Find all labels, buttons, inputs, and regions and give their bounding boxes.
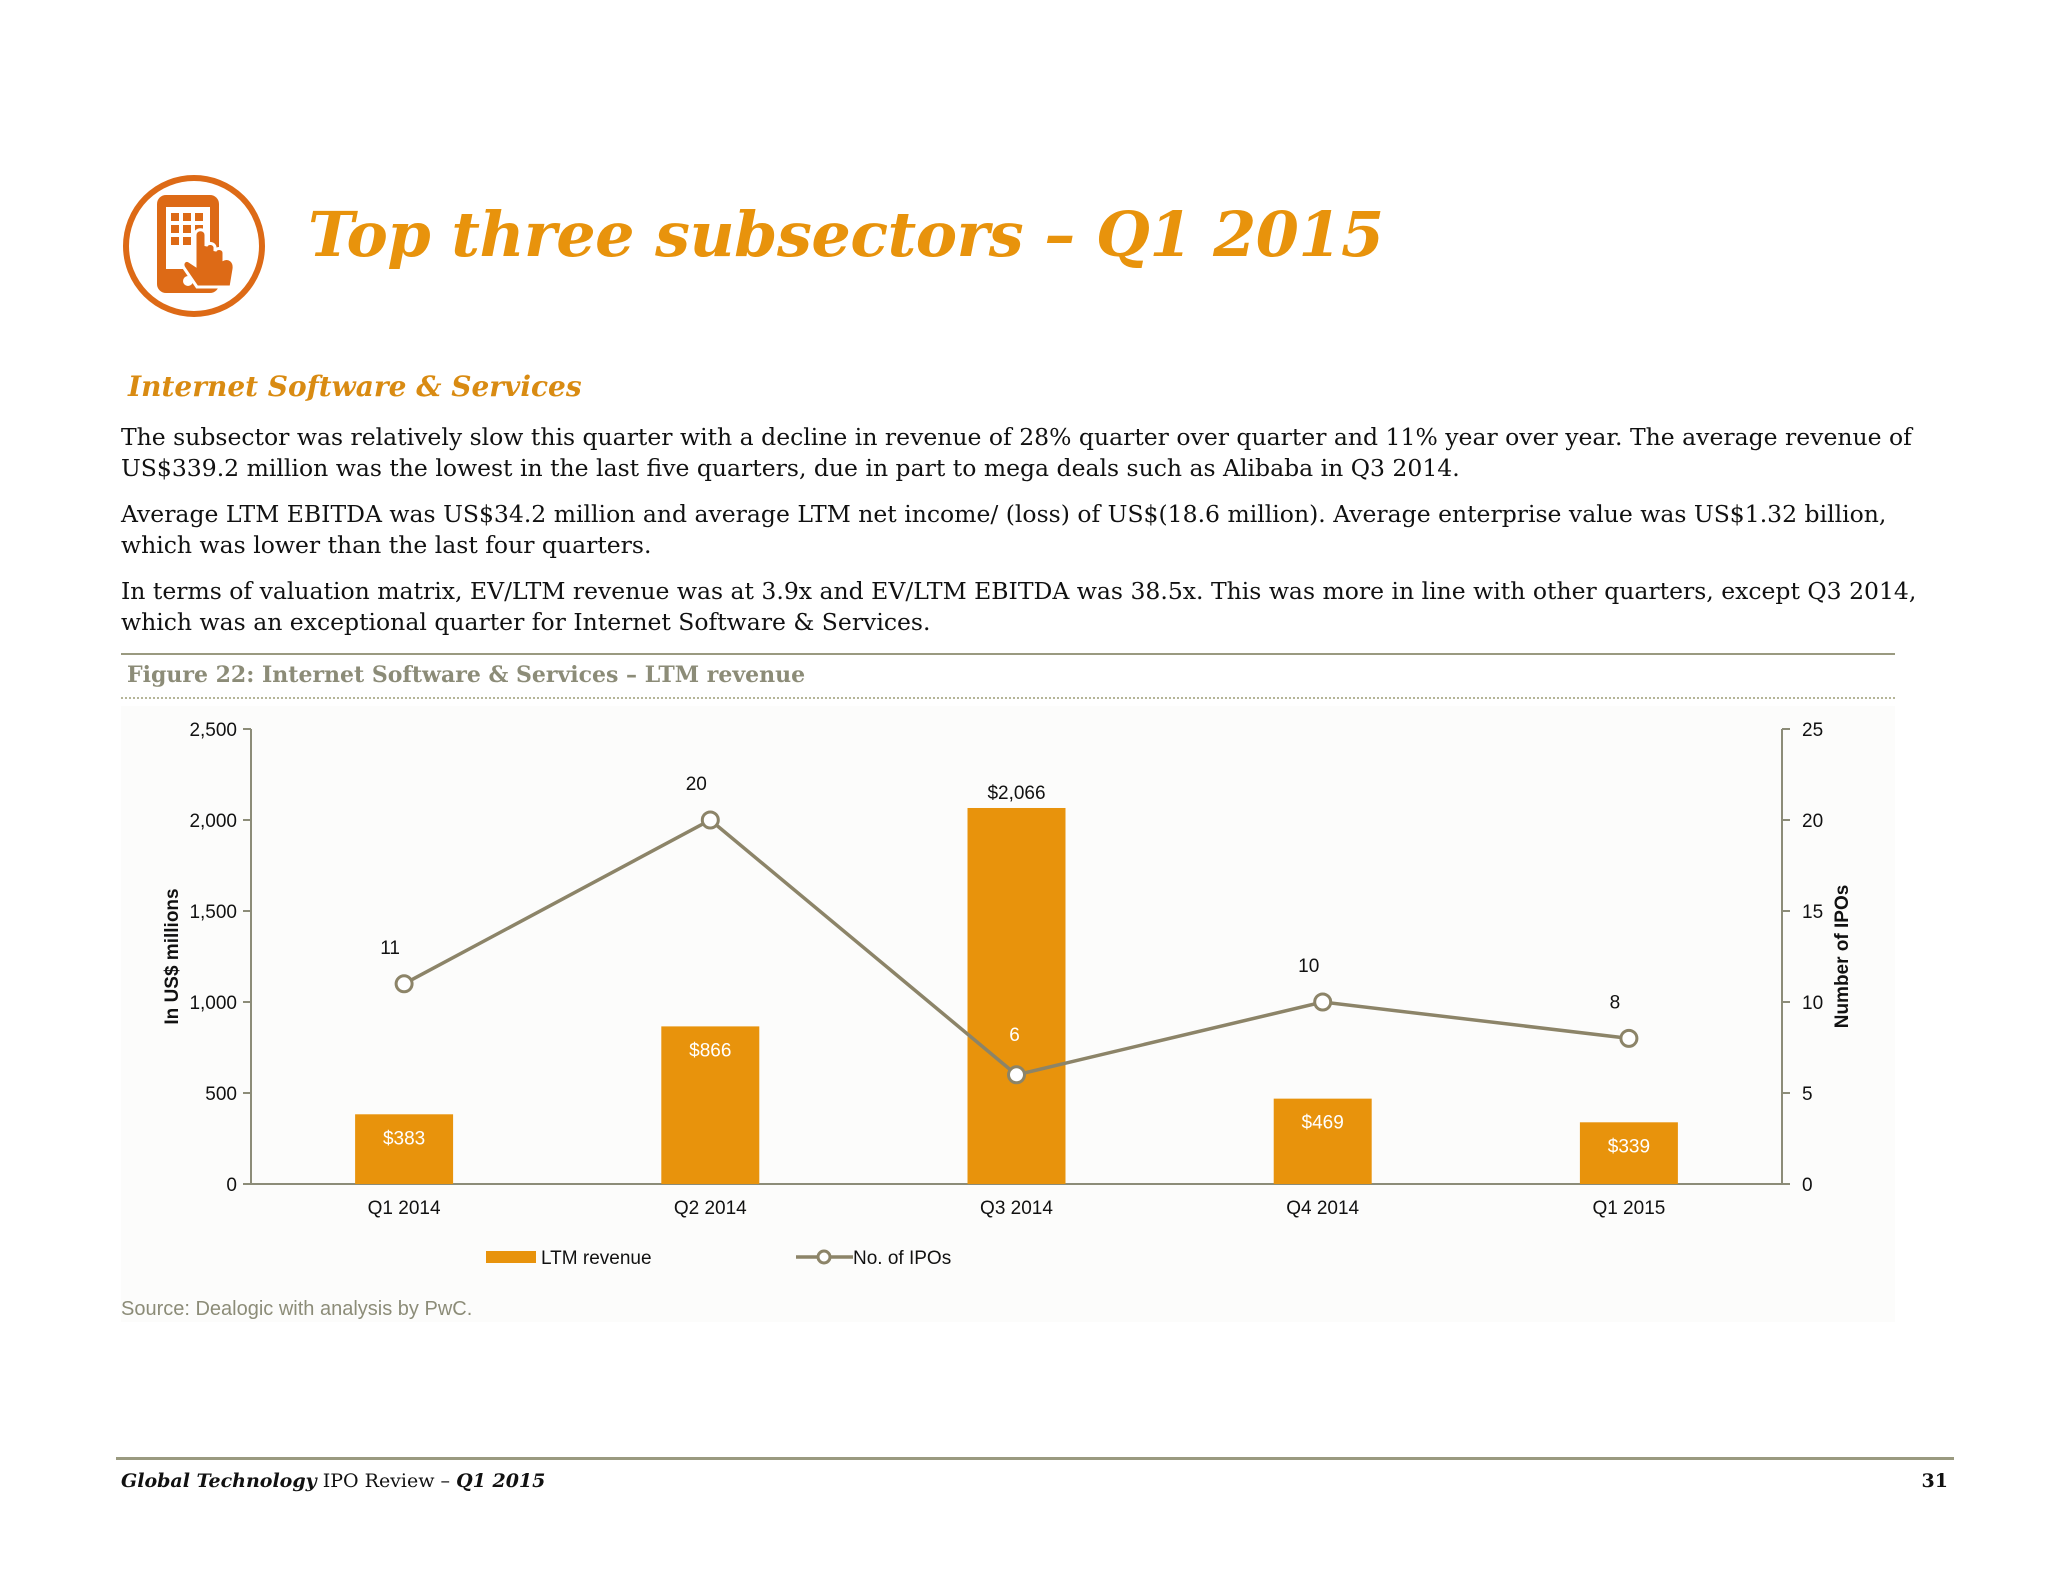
- ipo-point: [1007, 1065, 1026, 1085]
- page-number: 31: [1921, 1470, 1948, 1492]
- bar: [967, 807, 1066, 1184]
- divider-dotted: [121, 697, 1895, 699]
- footer-quarter: Q1 2015: [456, 1470, 546, 1492]
- bar-value-label: $339: [1608, 1136, 1650, 1157]
- bar: [661, 1026, 760, 1184]
- footer-publication: Global Technology IPO Review – Q1 2015: [121, 1470, 545, 1492]
- ipo-value-label: 6: [1009, 1025, 1020, 1046]
- bar-value-label: $2,066: [987, 783, 1045, 804]
- ipo-point: [700, 810, 720, 830]
- y-tick-label: 1,000: [189, 993, 237, 1014]
- ipo-point: [394, 974, 414, 994]
- figure-caption: Figure 22: Internet Software & Services …: [127, 662, 806, 688]
- bar: [1579, 1122, 1678, 1184]
- y2-tick-label: 0: [1802, 1175, 1813, 1196]
- ipo-point: [1619, 1028, 1639, 1048]
- x-tick-label: Q1 2014: [368, 1198, 441, 1219]
- ipo-value-label: 8: [1610, 992, 1621, 1013]
- paragraph-2: Average LTM EBITDA was US$34.2 million a…: [121, 500, 1887, 559]
- x-tick-label: Q1 2015: [1592, 1198, 1665, 1219]
- y2-tick-label: 10: [1802, 993, 1823, 1014]
- y-tick-label: 2,500: [189, 720, 237, 741]
- y2-tick-label: 5: [1802, 1084, 1813, 1105]
- paragraph-3: In terms of valuation matrix, EV/LTM rev…: [121, 577, 1917, 636]
- y2-tick-label: 15: [1802, 902, 1823, 923]
- ipo-value-label: 10: [1298, 956, 1319, 977]
- bar: [1273, 1098, 1372, 1184]
- y-tick-label: 500: [205, 1084, 237, 1105]
- legend-line-label: No. of IPOs: [853, 1248, 951, 1269]
- page-title: Top three subsectors – Q1 2015: [308, 198, 1384, 271]
- bar-value-label: $383: [383, 1128, 425, 1149]
- legend-bar-swatch: [486, 1251, 536, 1263]
- y-tick-label: 0: [226, 1175, 237, 1196]
- divider-top: [121, 653, 1895, 655]
- x-tick-label: Q3 2014: [980, 1198, 1053, 1219]
- tablet-touch-icon: [123, 175, 265, 317]
- y-tick-label: 1,500: [189, 902, 237, 923]
- body-text: The subsector was relatively slow this q…: [121, 422, 1951, 653]
- logo: [121, 173, 267, 319]
- x-tick-label: Q2 2014: [674, 1198, 747, 1219]
- ltm-revenue-chart: 0 500 1,000 1,500 2,000 2,500 0 5 10 15 20 25 In US$…: [162, 720, 1853, 1269]
- chart-panel: 0 500 1,000 1,500 2,000 2,500 0 5 10 15 20 25 In US$…: [121, 706, 1895, 1322]
- ipo-point: [1313, 992, 1333, 1012]
- legend-bar-label: LTM revenue: [541, 1248, 652, 1269]
- y-axis-title: In US$ millions: [162, 888, 183, 1024]
- y2-tick-label: 20: [1802, 811, 1823, 832]
- footer-rule: [116, 1457, 1954, 1460]
- footer-title-italic: Global Technology: [121, 1470, 317, 1492]
- y-tick-label: 2,000: [189, 811, 237, 832]
- legend-line-marker: [816, 1249, 832, 1265]
- ipo-value-label: 20: [686, 774, 707, 795]
- x-tick-label: Q4 2014: [1286, 1198, 1359, 1219]
- footer-title-regular: IPO Review –: [316, 1470, 457, 1492]
- source-note: Source: Dealogic with analysis by PwC.: [121, 1298, 473, 1320]
- paragraph-1: The subsector was relatively slow this q…: [121, 423, 1912, 482]
- bar-value-label: $469: [1302, 1113, 1344, 1134]
- y2-axis-title: Number of IPOs: [1832, 885, 1853, 1029]
- bar: [355, 1114, 454, 1184]
- subsector-title: Internet Software & Services: [128, 370, 582, 403]
- bar-value-label: $866: [689, 1040, 731, 1061]
- y2-tick-label: 25: [1802, 720, 1823, 741]
- ipo-value-label: 11: [380, 938, 400, 959]
